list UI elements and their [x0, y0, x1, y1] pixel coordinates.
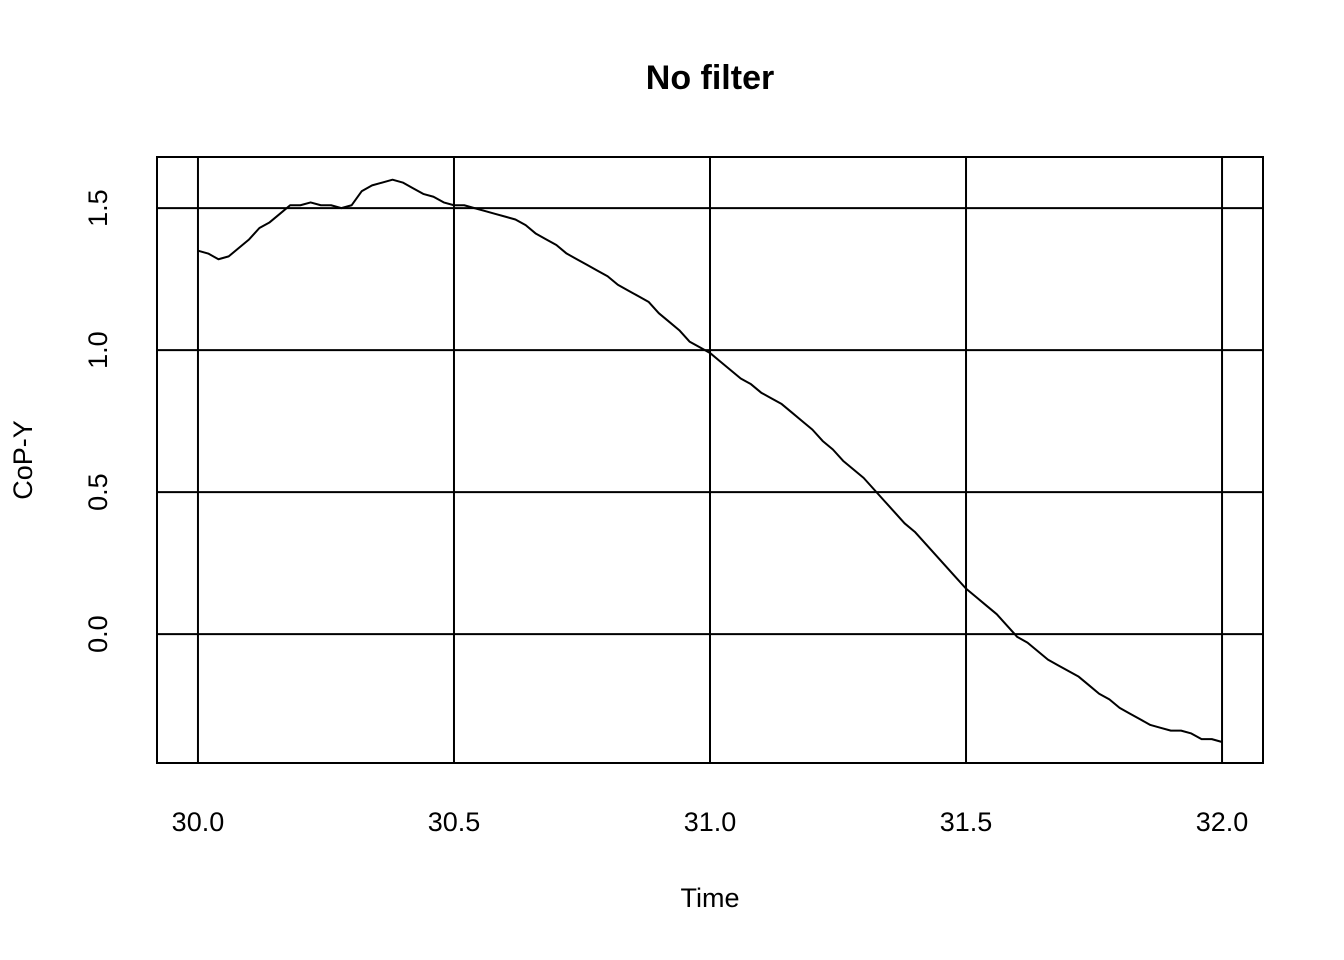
y-tick-label: 0.0 [83, 615, 113, 653]
y-tick-label: 1.5 [83, 189, 113, 227]
data-line [197, 178, 1223, 743]
x-tick-label: 31.5 [940, 807, 993, 837]
y-tick-label: 1.0 [83, 331, 113, 369]
x-tick-label: 32.0 [1196, 807, 1249, 837]
y-tick-label: 0.5 [83, 473, 113, 511]
chart-title: No filter [646, 59, 774, 97]
x-tick-label: 30.0 [172, 807, 225, 837]
y-axis-label: CoP-Y [8, 420, 38, 500]
x-tick-label: 31.0 [684, 807, 737, 837]
x-axis-label: Time [681, 883, 740, 913]
x-tick-label: 30.5 [428, 807, 481, 837]
